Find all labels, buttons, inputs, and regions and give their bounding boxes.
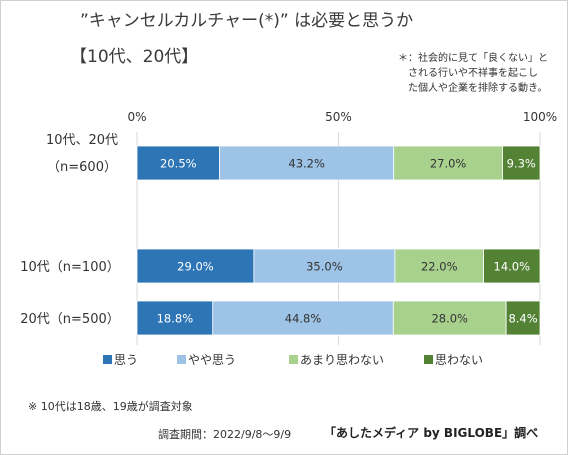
chart-subtitle: 【10代、20代】 bbox=[70, 47, 199, 67]
legend-label: やや思う bbox=[188, 353, 236, 367]
category-label: 10代（n=100） bbox=[20, 260, 120, 275]
data-label: 22.0% bbox=[421, 260, 458, 274]
bar-segment bbox=[392, 300, 507, 336]
data-label: 20.5% bbox=[160, 157, 197, 171]
data-label: 29.0% bbox=[177, 260, 214, 274]
category-label: 20代（n=500） bbox=[20, 312, 120, 327]
bar-segment bbox=[212, 300, 394, 336]
age-footnote: ※ 10代は18歳、19歳が調査対象 bbox=[28, 400, 193, 413]
data-label: 35.0% bbox=[306, 260, 343, 274]
data-label: 8.4% bbox=[508, 312, 537, 326]
bar-segment bbox=[393, 145, 503, 181]
bar-segment bbox=[219, 145, 395, 181]
legend-swatch bbox=[103, 355, 112, 364]
x-tick-label: 50% bbox=[325, 110, 352, 124]
survey-period: 調査期間：2022/9/8～9/9 bbox=[158, 428, 292, 441]
data-label: 14.0% bbox=[494, 260, 531, 274]
legend-swatch bbox=[424, 355, 433, 364]
category-label: 10代、20代 bbox=[46, 133, 118, 148]
note-line-2: される行いや不祥事を起こし bbox=[398, 68, 538, 79]
bar-segment bbox=[136, 248, 255, 284]
bar-segment bbox=[483, 248, 541, 284]
bar-segment bbox=[253, 248, 396, 284]
data-label: 43.2% bbox=[288, 157, 325, 171]
note-line-3: た個人や企業を排除する動き。 bbox=[398, 83, 548, 94]
legend-label: あまり思わない bbox=[300, 353, 384, 367]
source-credit: 「あしたメディア by BIGLOBE」調べ bbox=[324, 426, 539, 440]
x-tick-label: 100% bbox=[523, 110, 557, 124]
legend-label: 思わない bbox=[435, 353, 483, 367]
bar-segment bbox=[136, 145, 221, 181]
note-line-1: ＊：社会的に見て「良くない」と bbox=[398, 53, 548, 64]
legend-swatch bbox=[177, 355, 186, 364]
x-tick-label: 0% bbox=[127, 110, 146, 124]
bar-segment bbox=[502, 145, 541, 181]
legend-swatch bbox=[289, 355, 298, 364]
chart-title: ”キャンセルカルチャー(*)” は必要と思うか bbox=[80, 11, 414, 31]
data-label: 9.3% bbox=[507, 157, 536, 171]
bar-segment bbox=[394, 248, 484, 284]
bar-segment bbox=[505, 300, 541, 336]
category-label: （n=600） bbox=[47, 160, 117, 175]
data-label: 27.0% bbox=[430, 157, 467, 171]
data-label: 18.8% bbox=[157, 312, 194, 326]
data-label: 28.0% bbox=[431, 312, 468, 326]
legend-label: 思う bbox=[114, 353, 138, 367]
definition-note: ＊：社会的に見て「良くない」と される行いや不祥事を起こし た個人や企業を排除す… bbox=[398, 51, 568, 96]
data-label: 44.8% bbox=[285, 312, 322, 326]
